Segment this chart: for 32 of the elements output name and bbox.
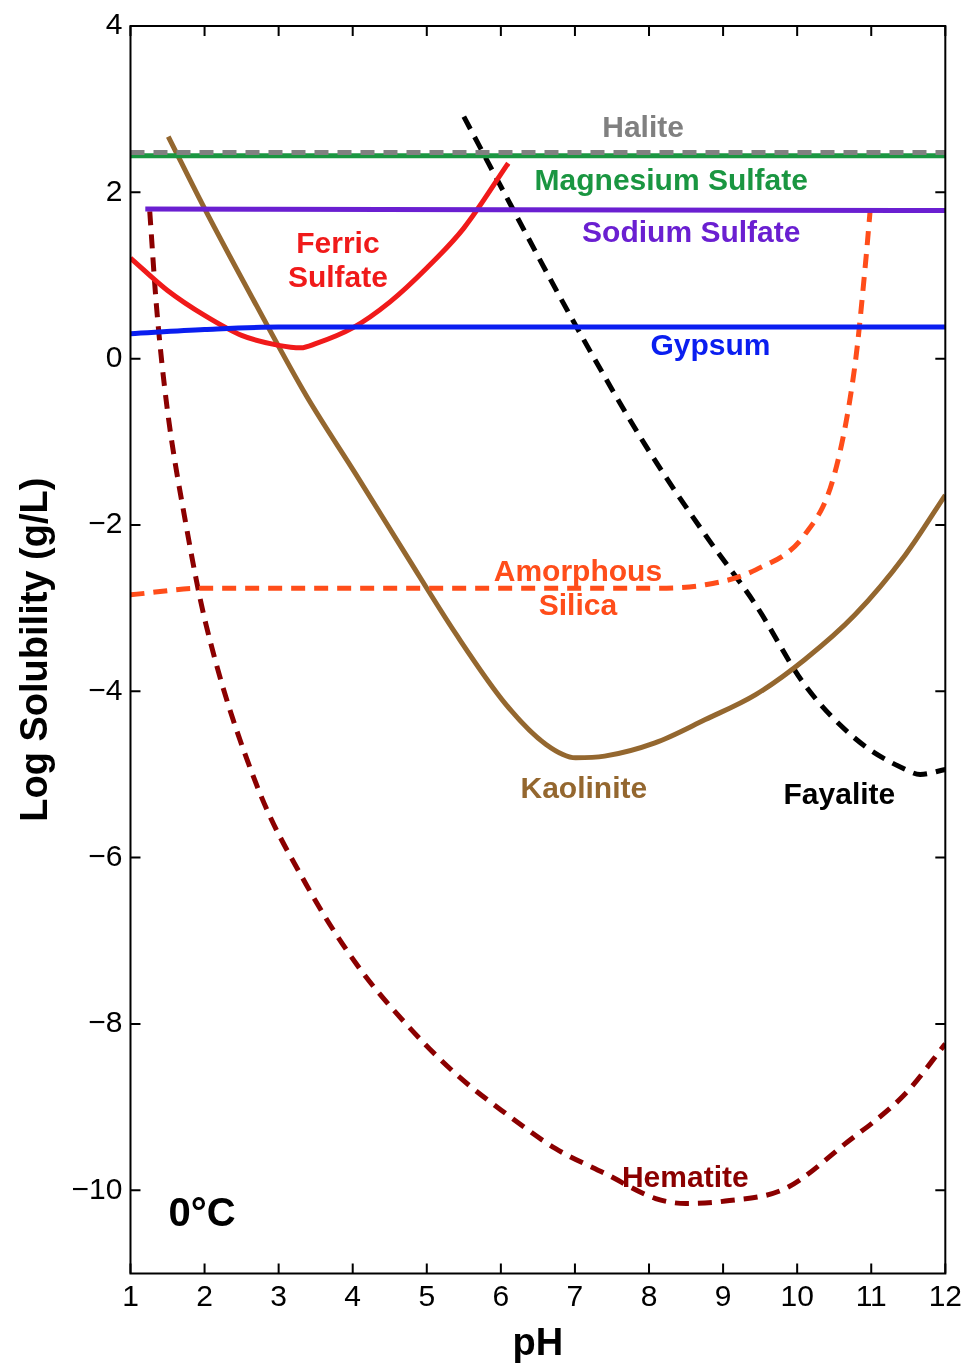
y-tick-label: −10	[71, 1171, 123, 1205]
x-tick-label: 7	[566, 1278, 584, 1312]
y-tick-label: −4	[88, 672, 123, 706]
y-tick-label: −8	[88, 1005, 123, 1039]
series-label: Fayalite	[783, 777, 896, 811]
x-tick-label: 5	[418, 1278, 436, 1312]
y-tick-label: −6	[88, 838, 123, 872]
series-label: Kaolinite	[520, 770, 648, 804]
y-axis-title: Log Solubility (g/L)	[13, 477, 56, 822]
annotation: 0°C	[168, 1190, 236, 1235]
series-label: Amorphous Silica	[493, 554, 663, 622]
x-tick-label: 10	[780, 1278, 814, 1312]
series-label: Ferric Sulfate	[287, 226, 388, 294]
x-tick-label: 9	[714, 1278, 732, 1312]
y-tick-label: −2	[88, 506, 123, 540]
series-label: Halite	[602, 109, 684, 143]
x-tick-label: 6	[492, 1278, 510, 1312]
x-tick-label: 11	[855, 1278, 887, 1312]
series-label: Sodium Sulfate	[582, 215, 801, 249]
x-tick-label: 2	[196, 1278, 213, 1312]
x-tick-label: 1	[122, 1278, 139, 1312]
x-tick-label: 12	[928, 1278, 962, 1312]
y-tick-label: 4	[105, 7, 123, 41]
y-tick-label: 2	[105, 173, 123, 207]
x-tick-label: 3	[270, 1278, 287, 1312]
x-axis-title: pH	[512, 1320, 564, 1363]
y-tick-label: 0	[105, 339, 123, 373]
series-label: Magnesium Sulfate	[534, 162, 808, 196]
series-label: Hematite	[621, 1159, 749, 1193]
x-tick-label: 8	[640, 1278, 658, 1312]
x-tick-label: 4	[344, 1278, 362, 1312]
series-label: Gypsum	[650, 328, 771, 362]
